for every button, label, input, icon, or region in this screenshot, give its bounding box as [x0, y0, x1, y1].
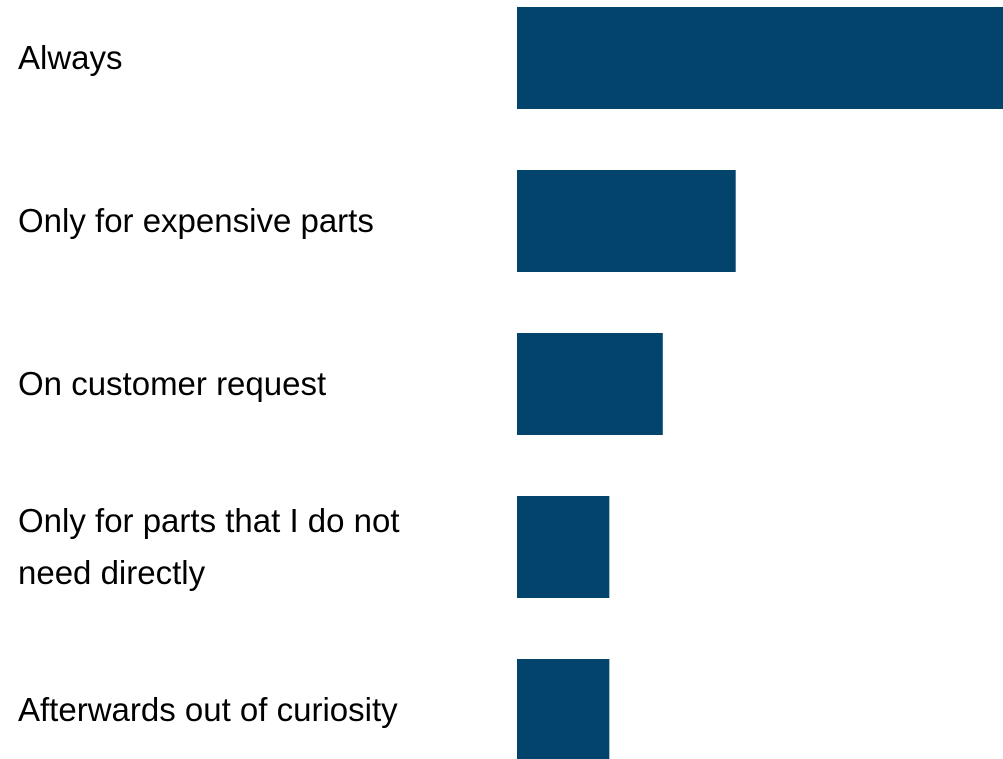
category-label-1: Always	[18, 39, 123, 76]
category-label-line: Only for expensive parts	[18, 202, 374, 239]
bar-3	[517, 333, 663, 435]
category-label-2: Only for expensive parts	[18, 202, 374, 239]
category-labels-group: Always Only for expensive parts On custome…	[18, 39, 400, 728]
category-label-line: Afterwards out of curiosity	[18, 691, 398, 728]
category-label-4: Only for parts that I do not need directl…	[18, 502, 400, 591]
category-label-line: On customer request	[18, 365, 326, 402]
bar-1	[517, 7, 1003, 109]
category-label-line: need directly	[18, 554, 206, 591]
category-label-line: Only for parts that I do not	[18, 502, 400, 539]
bars-group	[517, 7, 1003, 759]
category-label-3: On customer request	[18, 365, 326, 402]
category-label-line: Always	[18, 39, 123, 76]
category-label-5: Afterwards out of curiosity	[18, 691, 398, 728]
bar-2	[517, 170, 736, 272]
bar-4	[517, 496, 610, 598]
bar-5	[517, 659, 610, 759]
